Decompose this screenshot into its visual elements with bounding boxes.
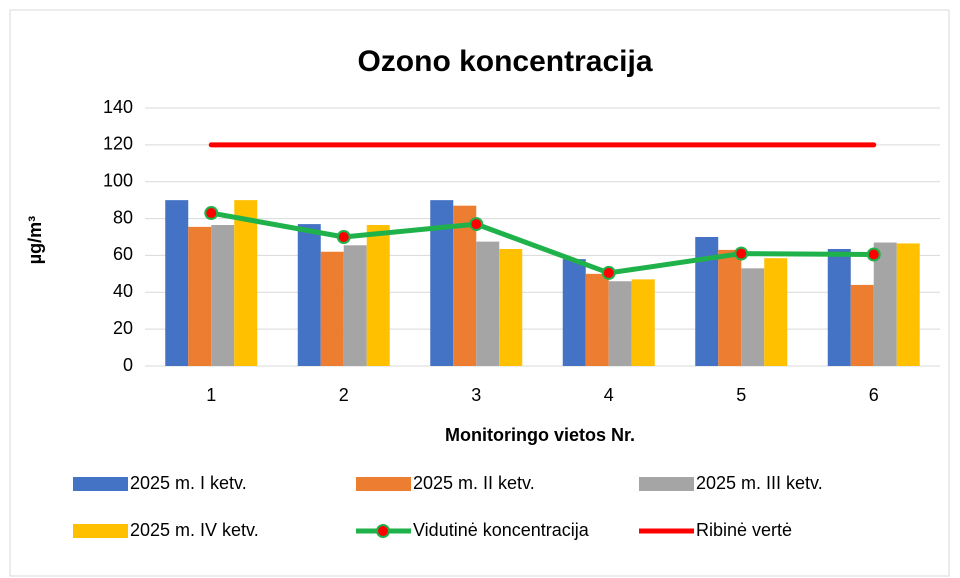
x-tick-label: 6 xyxy=(869,385,879,405)
marker xyxy=(601,265,616,280)
bar xyxy=(297,224,321,366)
bar xyxy=(827,248,851,366)
y-tick-label: 100 xyxy=(103,170,133,190)
bar xyxy=(430,200,454,366)
y-tick-label: 0 xyxy=(123,355,133,375)
legend-label: Ribinė vertė xyxy=(696,520,792,540)
marker xyxy=(734,246,749,261)
chart-title: Ozono koncentracija xyxy=(357,45,652,78)
bar xyxy=(234,200,258,366)
y-tick-label: 120 xyxy=(103,134,133,154)
bar xyxy=(343,245,367,366)
bar xyxy=(453,205,477,366)
marker xyxy=(204,206,219,221)
legend-label: 2025 m. III ketv. xyxy=(696,473,823,493)
bar xyxy=(320,251,344,366)
bar xyxy=(873,242,897,366)
bar xyxy=(562,259,586,366)
bar xyxy=(499,248,523,366)
legend-swatch xyxy=(73,524,128,538)
bar xyxy=(850,284,874,366)
bar xyxy=(476,241,500,366)
legend-swatch xyxy=(639,477,694,491)
x-tick-label: 2 xyxy=(339,385,349,405)
legend-marker xyxy=(376,524,390,538)
bar xyxy=(165,200,189,366)
y-tick-label: 140 xyxy=(103,97,133,117)
legend-swatch xyxy=(356,477,411,491)
bar xyxy=(608,281,632,366)
bar xyxy=(366,225,390,366)
legend-label: 2025 m. I ketv. xyxy=(130,473,247,493)
legend-label: 2025 m. IV ketv. xyxy=(130,520,259,540)
x-tick-label: 3 xyxy=(471,385,481,405)
marker xyxy=(866,247,881,262)
bar xyxy=(188,226,212,366)
y-tick-label: 40 xyxy=(113,281,133,301)
bar xyxy=(896,243,920,366)
bar xyxy=(764,258,788,366)
bar xyxy=(631,279,655,366)
x-tick-label: 1 xyxy=(206,385,216,405)
legend-label: 2025 m. II ketv. xyxy=(413,473,535,493)
bar xyxy=(695,237,719,366)
y-tick-label: 60 xyxy=(113,244,133,264)
x-tick-label: 5 xyxy=(736,385,746,405)
marker xyxy=(336,230,351,244)
x-tick-label: 4 xyxy=(604,385,614,405)
y-tick-label: 20 xyxy=(113,318,133,338)
legend-swatch xyxy=(73,477,128,491)
y-axis-label: µg/m³ xyxy=(25,216,45,264)
legend-label: Vidutinė koncentracija xyxy=(413,520,590,540)
y-tick-label: 80 xyxy=(113,207,133,227)
bar xyxy=(718,249,742,366)
bar xyxy=(585,273,609,366)
bar xyxy=(741,268,765,366)
x-axis-label: Monitoringo vietos Nr. xyxy=(445,425,635,445)
line xyxy=(208,210,877,276)
bar xyxy=(211,225,235,366)
marker xyxy=(469,217,484,232)
